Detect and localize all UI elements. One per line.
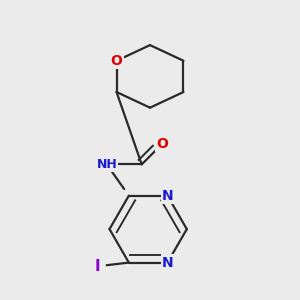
Text: N: N	[162, 189, 173, 203]
Text: O: O	[156, 137, 168, 151]
Text: NH: NH	[96, 158, 117, 171]
Text: N: N	[162, 256, 173, 270]
Text: O: O	[111, 54, 122, 68]
Text: I: I	[95, 259, 100, 274]
